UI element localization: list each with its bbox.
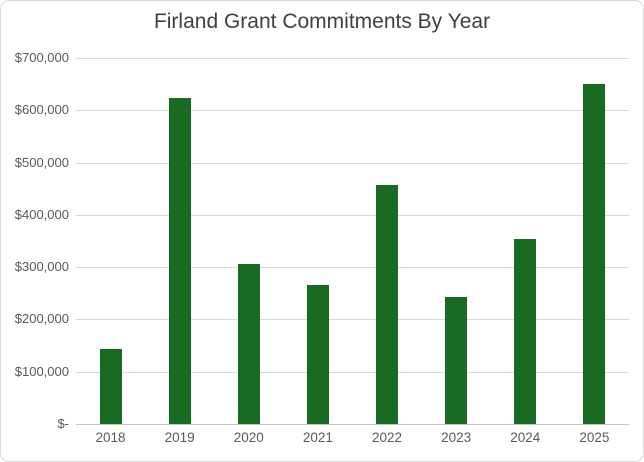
gridline xyxy=(76,110,629,111)
gridline xyxy=(76,319,629,320)
bar-2023 xyxy=(445,296,468,424)
bar-2021 xyxy=(306,284,329,424)
y-tick-label: $700,000 xyxy=(14,50,69,65)
plot-area xyxy=(76,58,629,425)
bar-slot-2023 xyxy=(422,58,491,424)
bar-2024 xyxy=(514,239,537,424)
gridline xyxy=(76,163,629,164)
bar-2022 xyxy=(376,185,399,424)
x-tick-label: 2020 xyxy=(233,430,264,445)
chart-title: Firland Grant Commitments By Year xyxy=(153,10,491,33)
bar-slot-2021 xyxy=(283,58,352,424)
gridline xyxy=(76,58,629,59)
x-tick-label: 2021 xyxy=(302,430,333,445)
gridline xyxy=(76,215,629,216)
y-tick-label: $300,000 xyxy=(14,259,69,274)
bar-slot-2020 xyxy=(214,58,283,424)
x-axis: 2018 2019 2020 2021 2022 2023 2024 2025 xyxy=(76,430,629,445)
bar-slot-2022 xyxy=(353,58,422,424)
y-axis: $700,000 $600,000 $500,000 $400,000 $300,000… xyxy=(1,50,69,431)
x-tick-label: 2019 xyxy=(164,430,195,445)
bar-slot-2018 xyxy=(76,58,145,424)
x-tick-label: 2024 xyxy=(510,430,541,445)
x-tick-label: 2023 xyxy=(441,430,472,445)
y-tick-label: $100,000 xyxy=(14,364,69,379)
x-tick-label: 2018 xyxy=(95,430,126,445)
bar-2018 xyxy=(99,349,122,424)
y-tick-label: $400,000 xyxy=(14,207,69,222)
bar-2025 xyxy=(583,84,606,424)
gridline xyxy=(76,372,629,373)
y-tick-label: $- xyxy=(57,416,69,431)
y-tick-label: $200,000 xyxy=(14,311,69,326)
bar-slot-2019 xyxy=(145,58,214,424)
bar-2020 xyxy=(237,263,260,424)
x-axis-line xyxy=(76,424,629,425)
bars-row xyxy=(76,58,629,424)
bar-2019 xyxy=(168,98,191,424)
bar-slot-2025 xyxy=(560,58,629,424)
x-tick-label: 2022 xyxy=(372,430,403,445)
y-tick-label: $600,000 xyxy=(14,102,69,117)
gridline xyxy=(76,267,629,268)
y-tick-label: $500,000 xyxy=(14,155,69,170)
bar-slot-2024 xyxy=(491,58,560,424)
x-tick-label: 2025 xyxy=(579,430,610,445)
